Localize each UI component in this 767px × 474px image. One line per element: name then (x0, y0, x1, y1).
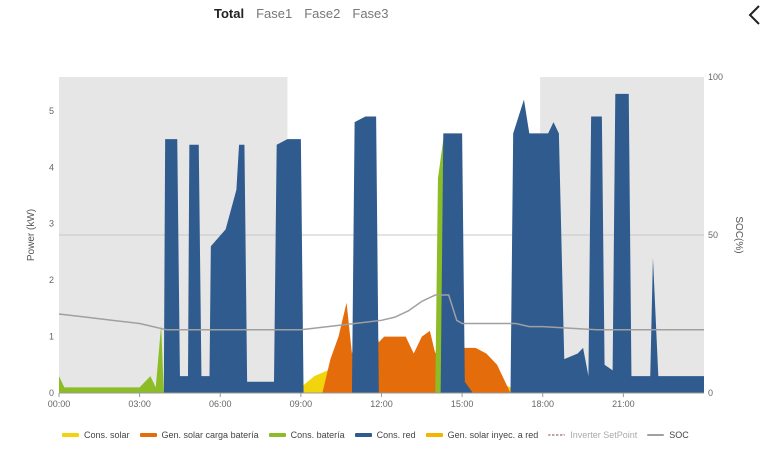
y-left-tick-label: 0 (49, 388, 54, 398)
legend-label: Cons. batería (290, 430, 345, 440)
legend-swatch (354, 433, 372, 437)
x-tick-label: 15:00 (451, 399, 474, 409)
legend-item[interactable]: Cons. red (354, 430, 416, 440)
legend-item[interactable]: Inverter SetPoint (548, 430, 637, 440)
y-right-tick-label: 50 (708, 230, 718, 240)
legend-swatch (139, 433, 157, 437)
legend-swatch (548, 434, 566, 436)
tab-fase1[interactable]: Fase1 (256, 6, 293, 21)
x-tick-label: 09:00 (290, 399, 313, 409)
soc-line (58, 294, 704, 331)
x-tick-label: 03:00 (128, 399, 151, 409)
legend-item[interactable]: Cons. batería (268, 430, 345, 440)
y-left-tick-label: 2 (49, 275, 54, 285)
legend-swatch (647, 434, 665, 436)
legend-item[interactable]: Gen. solar inyec. a red (425, 430, 539, 440)
x-tick-label: 00:00 (48, 399, 71, 409)
series-area-3 (163, 93, 704, 393)
series-area-1 (322, 302, 511, 393)
legend-item[interactable]: Cons. solar (62, 430, 130, 440)
legend-label: Gen. solar inyec. a red (447, 430, 539, 440)
x-tick-label: 18:00 (531, 399, 554, 409)
legend-swatch (62, 433, 79, 437)
x-tick-label: 21:00 (612, 399, 635, 409)
legend-label: Inverter SetPoint (570, 430, 638, 440)
legend-swatch (425, 433, 443, 437)
y-right-tick-label: 0 (708, 388, 713, 398)
tab-fase3[interactable]: Fase3 (352, 6, 389, 21)
y-left-tick-label: 4 (49, 162, 54, 172)
y-right-axis-title: SOC(%) (733, 216, 744, 253)
back-chevron-icon[interactable] (746, 4, 764, 26)
legend-label: SOC (669, 430, 689, 440)
chart-legend: Cons. solar Gen. solar carga batería Cons.… (62, 430, 689, 440)
legend-label: Cons. solar (84, 430, 130, 440)
legend-label: Cons. red (376, 430, 416, 440)
y-left-tick-label: 3 (49, 219, 54, 229)
legend-swatch (268, 433, 286, 437)
legend-label: Gen. solar carga batería (161, 430, 259, 440)
y-left-tick-label: 5 (49, 106, 54, 116)
x-tick-label: 12:00 (370, 399, 393, 409)
tab-fase2[interactable]: Fase2 (304, 6, 341, 21)
x-tick-label: 06:00 (209, 399, 232, 409)
y-left-axis-title: Power (kW) (26, 209, 37, 261)
y-left-tick-label: 1 (49, 332, 54, 342)
legend-item[interactable]: SOC (647, 430, 689, 440)
legend-item[interactable]: Gen. solar carga batería (139, 430, 259, 440)
y-right-tick-label: 100 (708, 72, 723, 82)
phase-tabs: Total Fase1 Fase2 Fase3 (214, 6, 389, 21)
tab-total[interactable]: Total (214, 6, 245, 21)
